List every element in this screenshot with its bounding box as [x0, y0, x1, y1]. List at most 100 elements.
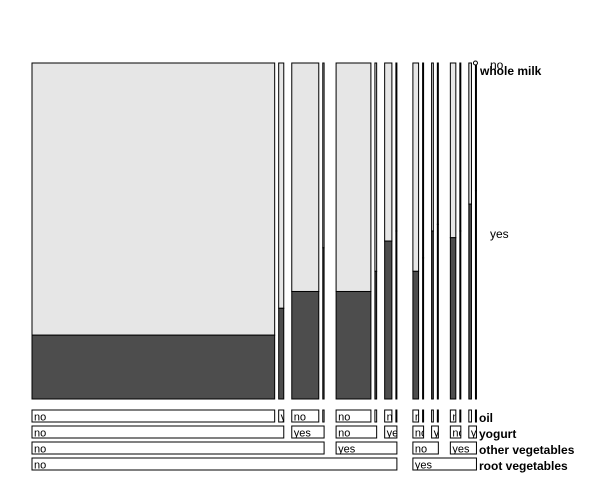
segment-other-vegetables-no: no	[412, 441, 439, 456]
segment-box	[31, 441, 325, 455]
bar-segment-whole-milk-no-oil-yes-yogurt-no-other-vegetables-yes-root-vegetables-yes	[459, 62, 462, 232]
segment-label: no	[387, 412, 399, 424]
segment-oil-yes: yes	[395, 409, 398, 423]
segment-oil-no: no	[431, 409, 446, 424]
segment-label: yes	[471, 428, 489, 440]
variable-label-root-vegetables: root vegetables	[479, 459, 568, 473]
segment-box	[395, 409, 398, 423]
segment-yogurt-yes: yes	[384, 425, 405, 440]
segment-label: no	[434, 412, 446, 424]
segment-yogurt-no: no	[335, 425, 378, 440]
segment-oil-yes: yes	[422, 409, 425, 423]
bar-segment-whole-milk-no-oil-yes-yogurt-yes-other-vegetables-yes-root-vegetables-yes	[474, 62, 477, 192]
segment-box	[335, 409, 372, 423]
bar-segment-whole-milk-no-oil-yes-yogurt-no-other-vegetables-no-root-vegetables-yes	[422, 62, 425, 259]
segment-oil-no: no	[335, 409, 372, 424]
segment-box	[412, 457, 477, 471]
segment-box	[474, 409, 477, 423]
segment-oil-no: no	[31, 409, 276, 424]
segment-box	[431, 409, 434, 423]
segment-oil-no: no	[291, 409, 320, 424]
segment-label: yes	[387, 428, 405, 440]
segment-label: yes	[294, 428, 312, 440]
segment-label: no	[338, 412, 350, 424]
segment-oil-yes: yes	[278, 409, 299, 424]
bar-segment-whole-milk-yes-oil-yes-yogurt-no-other-vegetables-no-root-vegetables-yes	[422, 257, 425, 400]
segment-box	[384, 425, 398, 439]
bar-segment-whole-milk-yes-oil-no-yogurt-yes-other-vegetables-no-root-vegetables-yes	[431, 230, 434, 400]
bar-segment-whole-milk-no-oil-no-yogurt-no-other-vegetables-no-root-vegetables-no	[31, 62, 276, 336]
segment-other-vegetables-no: no	[31, 441, 325, 456]
segment-oil-no: no	[384, 409, 399, 424]
segment-box	[31, 457, 398, 471]
segment-box	[291, 425, 325, 439]
segment-oil-yes: yes	[474, 409, 477, 423]
bar-segment-whole-milk-no-oil-yes-yogurt-yes-other-vegetables-no-root-vegetables-yes	[436, 62, 439, 225]
segment-oil-yes: yes	[322, 409, 325, 423]
segment-box	[422, 409, 425, 423]
segment-box	[374, 409, 378, 423]
segment-yogurt-yes: yes	[291, 425, 325, 440]
segment-box	[322, 409, 325, 423]
segment-yogurt-yes: yes	[431, 425, 439, 439]
segment-label: no	[415, 428, 427, 440]
segment-label: no	[452, 412, 464, 424]
segment-box	[412, 441, 439, 455]
bar-segment-whole-milk-no-oil-yes-yogurt-no-other-vegetables-no-root-vegetables-no	[278, 62, 285, 309]
bar-segment-whole-milk-yes-oil-yes-yogurt-yes-other-vegetables-yes-root-vegetables-yes	[474, 190, 477, 400]
segment-yogurt-no: no	[31, 425, 285, 440]
segment-box	[449, 441, 477, 455]
small-cell-marker	[472, 60, 478, 66]
target-variable-label: whole milk	[479, 64, 542, 78]
bar-segment-whole-milk-yes-oil-no-yogurt-no-other-vegetables-no-root-vegetables-no	[31, 334, 276, 400]
bar-segment-whole-milk-yes-oil-yes-yogurt-no-other-vegetables-yes-root-vegetables-no	[374, 270, 378, 400]
segment-label: no	[415, 444, 427, 456]
segment-label: no	[338, 428, 350, 440]
variable-label-other-vegetables: other vegetables	[479, 443, 575, 457]
target-level-no-label: no	[490, 58, 504, 72]
segment-oil-yes: yes	[436, 409, 439, 423]
bar-segment-whole-milk-yes-oil-no-yogurt-no-other-vegetables-no-root-vegetables-yes	[412, 270, 420, 400]
segment-box	[412, 425, 425, 439]
bars-layer	[31, 60, 478, 400]
segment-oil-no: no	[412, 409, 420, 423]
segment-oil-yes: yes	[374, 409, 378, 423]
segment-box	[468, 425, 477, 439]
bar-segment-whole-milk-no-oil-no-yogurt-no-other-vegetables-no-root-vegetables-yes	[412, 62, 420, 272]
segment-box	[449, 425, 462, 439]
segment-box	[412, 409, 420, 423]
segment-box	[436, 409, 439, 423]
target-level-yes-label: yes	[490, 227, 509, 241]
variable-label-yogurt: yogurt	[479, 427, 516, 441]
bar-segment-whole-milk-yes-oil-no-yogurt-no-other-vegetables-yes-root-vegetables-no	[335, 290, 372, 400]
segment-yogurt-yes: yes	[468, 425, 489, 440]
bar-segment-whole-milk-no-oil-no-yogurt-no-other-vegetables-yes-root-vegetables-no	[335, 62, 372, 292]
bar-segment-whole-milk-yes-oil-no-yogurt-yes-other-vegetables-no-root-vegetables-no	[291, 290, 320, 400]
bar-segment-whole-milk-no-oil-no-yogurt-yes-other-vegetables-no-root-vegetables-no	[291, 62, 320, 292]
segment-box	[449, 409, 457, 423]
segment-box	[278, 409, 285, 423]
segment-oil-yes: yes	[459, 409, 462, 423]
segment-label: no	[34, 428, 46, 440]
segment-label: no	[471, 412, 483, 424]
bar-segment-whole-milk-yes-oil-no-yogurt-no-other-vegetables-yes-root-vegetables-yes	[449, 237, 457, 400]
segment-oil-no: no	[449, 409, 464, 424]
segment-label: no	[452, 428, 464, 440]
segment-box	[335, 425, 378, 439]
bar-segment-whole-milk-yes-oil-yes-yogurt-yes-other-vegetables-yes-root-vegetables-no	[395, 230, 398, 400]
segment-label: no	[34, 444, 46, 456]
bar-segment-whole-milk-yes-oil-yes-yogurt-yes-other-vegetables-no-root-vegetables-yes	[436, 223, 439, 400]
bar-segment-whole-milk-no-oil-no-yogurt-yes-other-vegetables-yes-root-vegetables-yes	[468, 62, 472, 205]
bar-segment-whole-milk-no-oil-yes-yogurt-yes-other-vegetables-yes-root-vegetables-no	[395, 62, 398, 232]
bar-segment-whole-milk-yes-oil-yes-yogurt-yes-other-vegetables-no-root-vegetables-no	[322, 247, 325, 400]
segment-label: yes	[281, 412, 299, 424]
segment-box	[335, 441, 398, 455]
segment-label: no	[294, 412, 306, 424]
bar-segment-whole-milk-no-oil-yes-yogurt-yes-other-vegetables-no-root-vegetables-no	[322, 62, 325, 249]
segment-oil-no: no	[468, 409, 483, 424]
variable-rows-layer: noyesnoyesnoyesnoyesnoyesnoyesnoyesnoyes…	[31, 409, 489, 471]
segment-label: no	[34, 412, 46, 424]
bar-segment-whole-milk-yes-oil-yes-yogurt-no-other-vegetables-yes-root-vegetables-yes	[459, 230, 462, 400]
